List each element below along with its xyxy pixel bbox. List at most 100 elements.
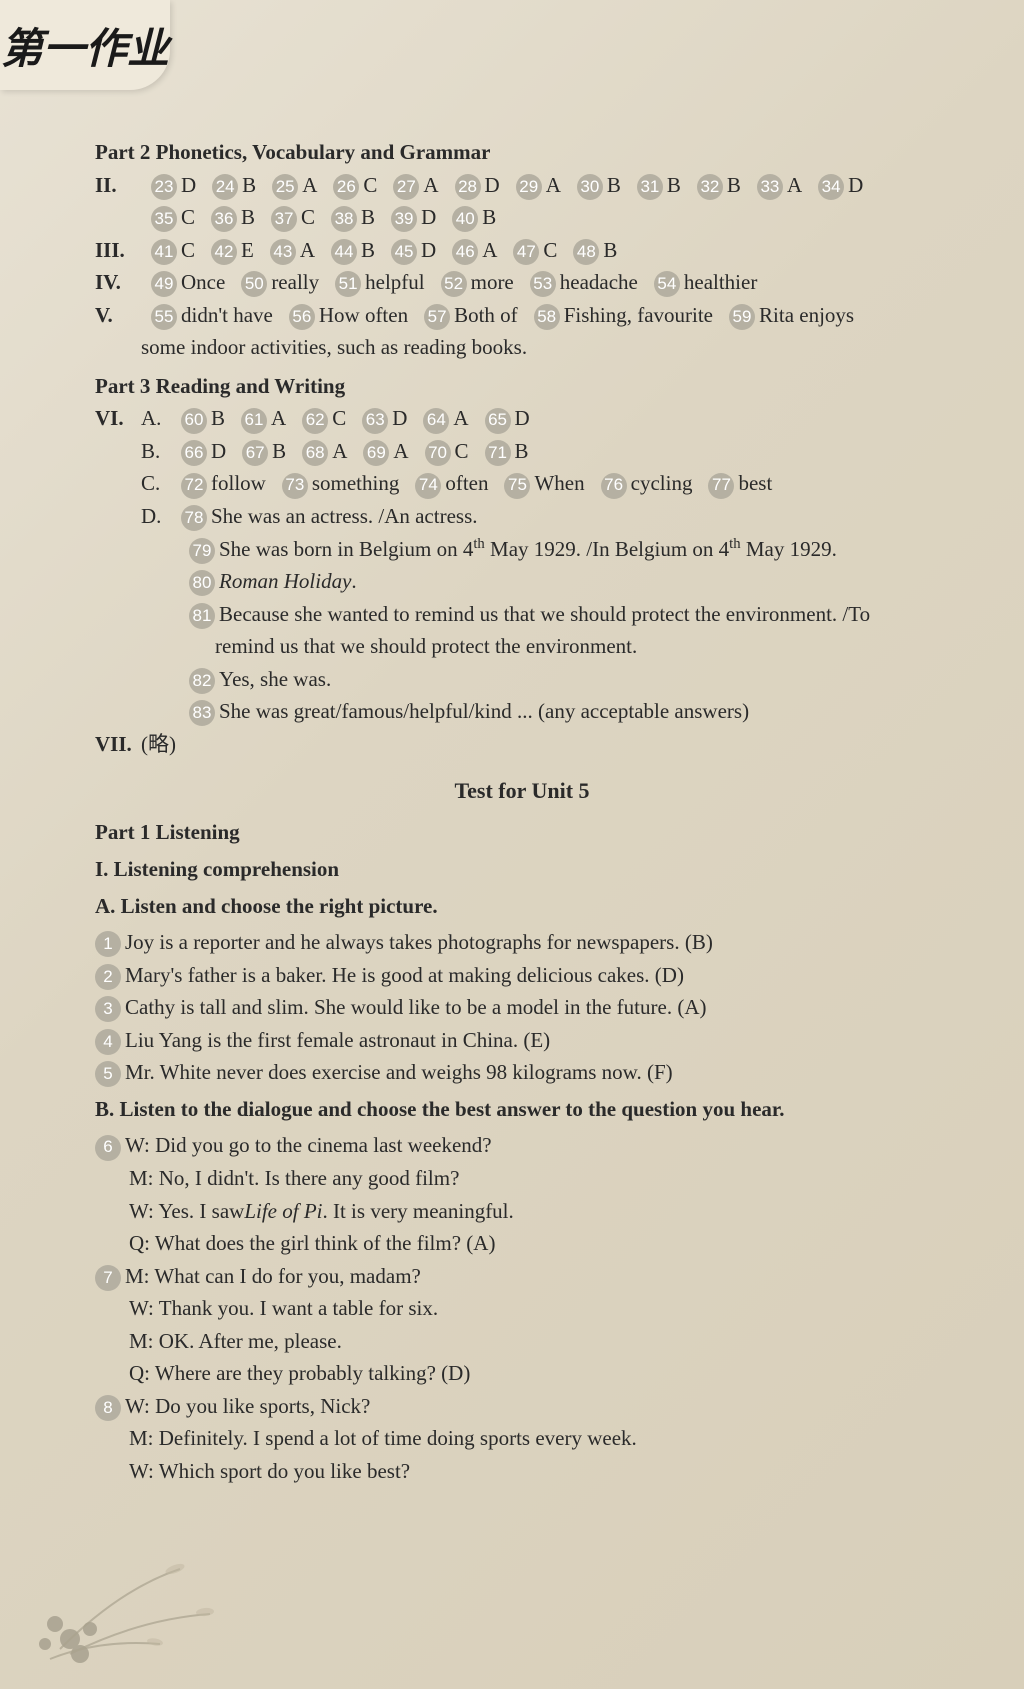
q-ans: B xyxy=(607,169,621,202)
q-ans: D xyxy=(211,435,226,468)
list-text: Liu Yang is the first female astronaut i… xyxy=(125,1024,550,1057)
row-vi-b: B. 66D 67B 68A 69A 70C 71B xyxy=(141,435,949,468)
q-ans: B xyxy=(361,201,375,234)
dialogue-line: W: Thank you. I want a table for six. xyxy=(129,1292,949,1325)
row-iii: III. 41C 42E 43A 44B 45D 46A 47C 48B xyxy=(95,234,949,267)
list-item: 3Cathy is tall and slim. She would like … xyxy=(95,991,949,1024)
brand-text: 第一作业 xyxy=(1,15,169,76)
row-vi-d-79: 79 She was born in Belgium on 4th May 19… xyxy=(179,533,949,566)
q-ans: B xyxy=(242,169,256,202)
q-ans: B xyxy=(603,234,617,267)
q-num: 72 xyxy=(181,473,207,499)
row-vi-d-82: 82 Yes, she was. xyxy=(179,663,949,696)
dialogue-line: W: Do you like sports, Nick? xyxy=(125,1390,370,1423)
rn-vii: VII. xyxy=(95,728,141,761)
unit-title: Test for Unit 5 xyxy=(95,774,949,808)
q-num: 4 xyxy=(95,1029,121,1055)
q-ans: best xyxy=(738,467,772,500)
dialogue-line: W: Yes. I saw Life of Pi. It is very mea… xyxy=(129,1195,949,1228)
q-num: 45 xyxy=(391,239,417,265)
q-ans: D xyxy=(421,234,436,267)
q-num: 55 xyxy=(151,304,177,330)
row-v-2: some indoor activities, such as reading … xyxy=(95,331,949,364)
q-ans: Fishing, favourite xyxy=(564,299,713,332)
q-ans: healthier xyxy=(684,266,757,299)
list-item: 4Liu Yang is the first female astronaut … xyxy=(95,1024,949,1057)
q-ans: B xyxy=(515,435,529,468)
list-text: Mr. White never does exercise and weighs… xyxy=(125,1056,673,1089)
q-ans: Once xyxy=(181,266,225,299)
sub-a: A. xyxy=(141,402,171,435)
q-num: 1 xyxy=(95,931,121,957)
q-num: 3 xyxy=(95,996,121,1022)
q-num: 34 xyxy=(818,174,844,200)
q-ans: B xyxy=(482,201,496,234)
q-ans: follow xyxy=(211,467,266,500)
q-num: 41 xyxy=(151,239,177,265)
q-ans-tail: remind us that we should protect the env… xyxy=(215,630,637,663)
q-ans: D xyxy=(392,402,407,435)
q-num: 62 xyxy=(302,408,328,434)
q-num: 50 xyxy=(241,271,267,297)
floral-decoration-icon xyxy=(0,1429,300,1689)
rn-iii: III. xyxy=(95,234,141,267)
dialogue-8: 8W: Do you like sports, Nick? xyxy=(95,1390,949,1423)
row-vii: VII. (略) xyxy=(95,728,949,761)
q-num: 66 xyxy=(181,440,207,466)
q-ans: something xyxy=(312,467,400,500)
dialogue-line: W: Did you go to the cinema last weekend… xyxy=(125,1129,492,1162)
q-ans: B xyxy=(241,201,255,234)
q-num: 54 xyxy=(654,271,680,297)
q-num: 31 xyxy=(637,174,663,200)
row-ii-2: 35C 36B 37C 38B 39D 40B xyxy=(95,201,949,234)
q-num: 81 xyxy=(189,603,215,629)
q-ans: C xyxy=(455,435,469,468)
q-ans: B xyxy=(211,402,225,435)
list-item: 5Mr. White never does exercise and weigh… xyxy=(95,1056,949,1089)
q-ans: cycling xyxy=(631,467,693,500)
v-tail: some indoor activities, such as reading … xyxy=(141,331,527,364)
q-num: 63 xyxy=(362,408,388,434)
q-num: 2 xyxy=(95,964,121,990)
q-num: 29 xyxy=(516,174,542,200)
dialogue-line: M: OK. After me, please. xyxy=(129,1325,949,1358)
q-num: 48 xyxy=(573,239,599,265)
q-num: 7 xyxy=(95,1265,121,1291)
row-ii-1: II. 23D 24B 25A 26C 27A 28D 29A 30B 31B … xyxy=(95,169,949,202)
row-vi-d-80: 80 Roman Holiday. xyxy=(179,565,949,598)
q-ans: A xyxy=(302,169,317,202)
q-ans: C xyxy=(181,234,195,267)
rn-iv: IV. xyxy=(95,266,141,299)
q-ans: A xyxy=(300,234,315,267)
row-vi-c: C. 72follow 73something 74often 75When 7… xyxy=(141,467,949,500)
q-ans: didn't have xyxy=(181,299,273,332)
q-ans: She was an actress. /An actress. xyxy=(211,500,478,533)
brand-tab: 第一作业 xyxy=(0,0,170,90)
dialogue-7: 7M: What can I do for you, madam? xyxy=(95,1260,949,1293)
q-ans: often xyxy=(445,467,488,500)
page-content: Part 2 Phonetics, Vocabulary and Grammar… xyxy=(95,130,949,1487)
q-num: 59 xyxy=(729,304,755,330)
q-num: 38 xyxy=(331,206,357,232)
dialogue-line: Q: What does the girl think of the film?… xyxy=(129,1227,949,1260)
section-a-title: A. Listen and choose the right picture. xyxy=(95,890,949,923)
q-num: 24 xyxy=(212,174,238,200)
q-ans: C xyxy=(301,201,315,234)
q-num: 44 xyxy=(331,239,357,265)
q-ans: B xyxy=(272,435,286,468)
q-ans: C xyxy=(332,402,346,435)
q-num: 67 xyxy=(242,440,268,466)
q-num: 53 xyxy=(530,271,556,297)
q-ans: A xyxy=(271,402,286,435)
rn-vi: VI. xyxy=(95,402,141,435)
q-num: 37 xyxy=(271,206,297,232)
q-num: 36 xyxy=(211,206,237,232)
q-ans: A xyxy=(393,435,408,468)
q-num: 57 xyxy=(424,304,450,330)
q-num: 65 xyxy=(485,408,511,434)
q-num: 80 xyxy=(189,570,215,596)
q-num: 68 xyxy=(302,440,328,466)
q-ans: Roman Holiday. xyxy=(219,565,357,598)
q-ans: She was born in Belgium on 4th May 1929.… xyxy=(219,533,837,566)
q-num: 70 xyxy=(425,440,451,466)
